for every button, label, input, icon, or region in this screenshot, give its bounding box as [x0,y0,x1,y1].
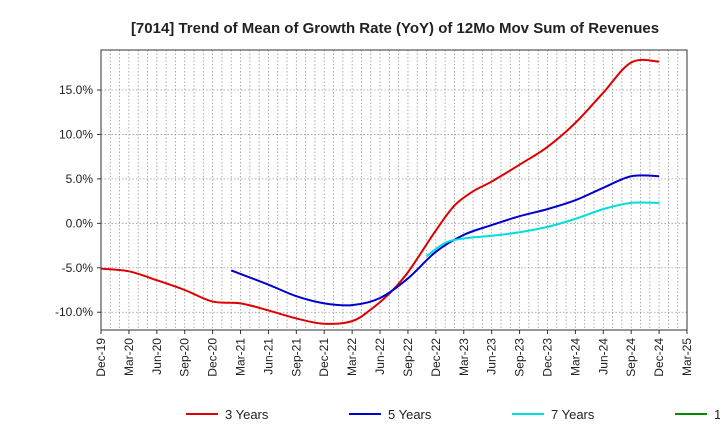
x-tick-label: Mar-24 [568,338,582,376]
x-tick-label: Dec-20 [206,338,220,377]
plot-area [101,50,687,330]
x-tick-label: Dec-19 [94,338,108,377]
x-tick-label: Mar-21 [234,338,248,376]
y-tick-label: -5.0% [62,261,94,275]
x-tick-label: Sep-20 [178,338,192,377]
chart-title: [7014] Trend of Mean of Growth Rate (YoY… [131,20,659,37]
x-tick-label: Mar-22 [345,338,359,376]
series-line-5-years [230,174,660,307]
plot-border [100,49,688,331]
y-tick-label: 5.0% [66,172,94,186]
x-tick-label: Jun-20 [150,338,164,375]
x-tick-label: Sep-23 [513,338,527,377]
x-tick-label: Dec-23 [540,338,554,377]
x-tick-label: Jun-24 [596,338,610,375]
x-tick-label: Jun-21 [261,338,275,375]
y-tick-label: 0.0% [66,216,94,230]
y-axis-ticks: -10.0% -5.0% 0.0% 5.0% 10.0% 15.0% [55,83,101,319]
legend-label-5-years: 5 Years [388,407,432,422]
x-tick-label: Jun-22 [373,338,387,375]
legend-label-3-years: 3 Years [225,407,269,422]
grid [101,50,687,330]
series-lines [100,58,660,325]
x-tick-label: Mar-23 [457,338,471,376]
x-axis-ticks: Dec-19 Mar-20 Jun-20 Sep-20 Dec-20 Mar-21 Jun-… [94,330,694,377]
x-tick-label: Mar-20 [122,338,136,376]
x-tick-label: Mar-25 [680,338,694,376]
legend-label-7-years: 7 Years [551,407,595,422]
legend: 3 Years 5 Years 7 Years 10 Years [186,407,720,422]
legend-label-10-years: 10 Years [714,407,720,422]
y-tick-label: 10.0% [59,127,93,141]
x-tick-label: Dec-21 [317,338,331,377]
x-tick-label: Sep-24 [624,338,638,377]
x-tick-label: Sep-22 [401,338,415,377]
y-tick-label: 15.0% [59,83,93,97]
series-line-7-years [425,201,660,258]
x-tick-label: Dec-24 [652,338,666,377]
x-tick-label: Dec-22 [429,338,443,377]
x-tick-label: Sep-21 [289,338,303,377]
y-tick-label: -10.0% [55,305,93,319]
plot-frame [100,49,688,331]
x-tick-label: Jun-23 [485,338,499,375]
